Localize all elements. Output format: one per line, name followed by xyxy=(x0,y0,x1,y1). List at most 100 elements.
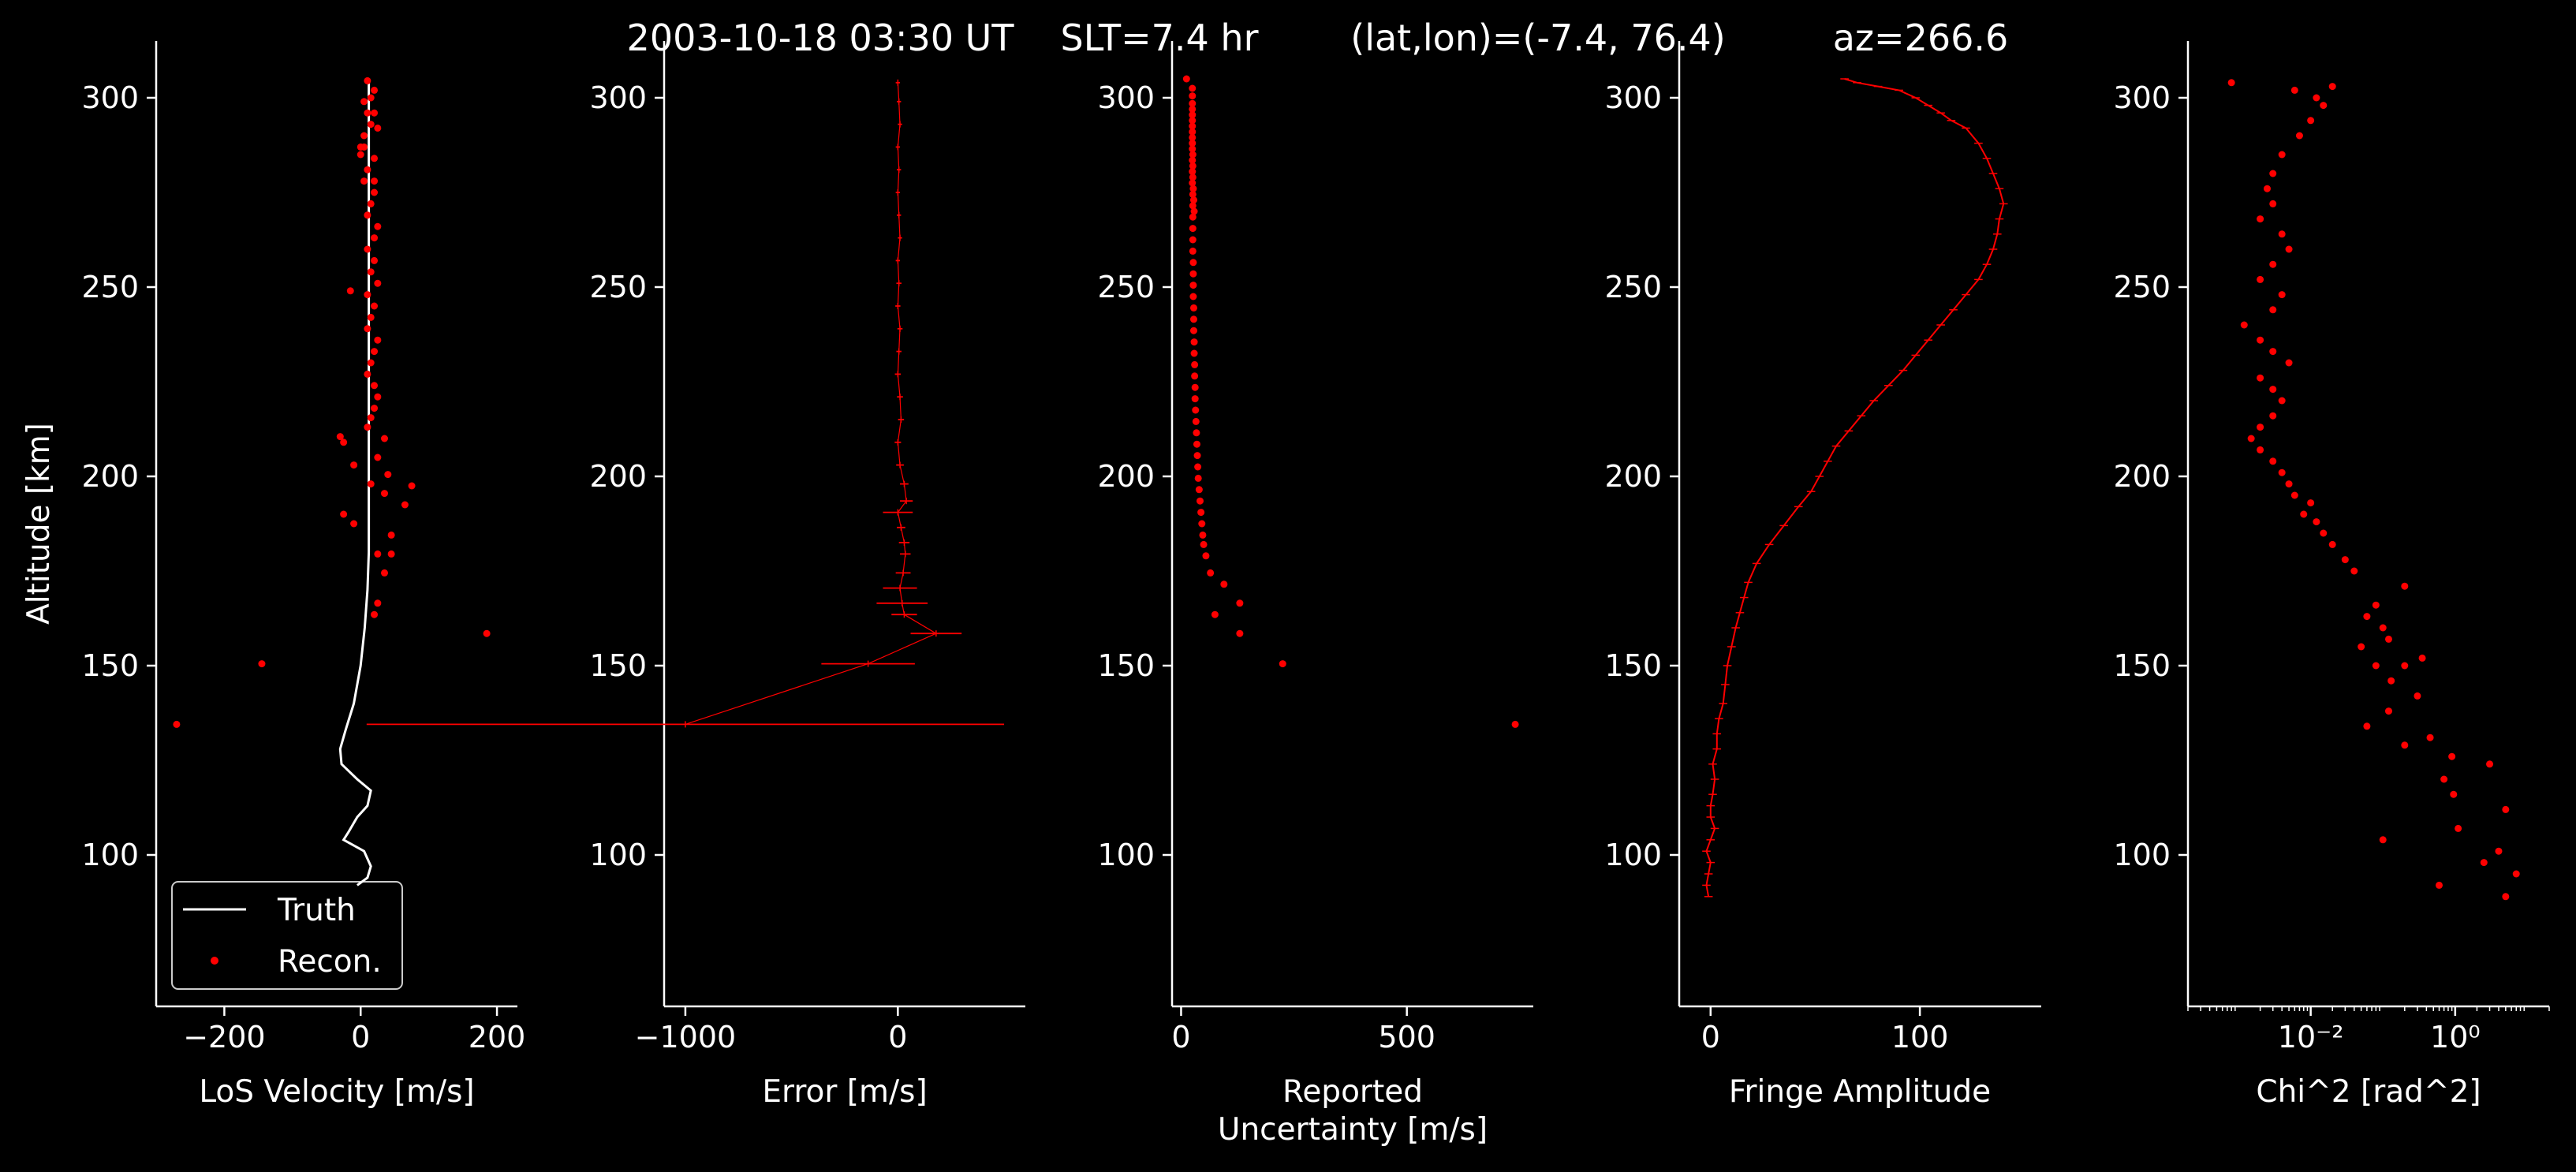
data-point xyxy=(258,660,266,668)
data-point xyxy=(2295,132,2303,140)
data-point xyxy=(1193,452,1201,460)
data-point xyxy=(2257,275,2264,283)
y-tick-label: 100 xyxy=(81,838,139,872)
data-point xyxy=(1189,259,1197,267)
data-point xyxy=(371,382,379,390)
data-point xyxy=(340,439,348,446)
data-point xyxy=(1189,168,1197,176)
data-point xyxy=(1189,99,1197,107)
data-point xyxy=(1189,133,1197,141)
panel-error: Error [m/s] 100 150 200 250 300 −1000 0 xyxy=(366,41,1025,1110)
data-point xyxy=(2328,83,2336,91)
ylabel: Altitude [km] xyxy=(21,423,57,625)
data-point xyxy=(2269,348,2277,356)
data-point xyxy=(1182,75,1190,83)
data-point xyxy=(2257,374,2264,382)
data-point xyxy=(2257,336,2264,344)
data-point xyxy=(2227,79,2235,87)
data-point xyxy=(1191,360,1199,368)
data-point xyxy=(1195,486,1203,494)
data-point xyxy=(374,124,382,132)
data-point xyxy=(2278,291,2286,299)
data-point xyxy=(2448,752,2456,760)
y-tick-label: 300 xyxy=(1604,80,1662,115)
data-point xyxy=(2358,643,2365,651)
data-point xyxy=(367,200,375,207)
y-tick-label: 300 xyxy=(81,80,139,115)
data-point xyxy=(2290,491,2298,499)
data-point xyxy=(2278,230,2286,238)
data-point xyxy=(2440,775,2448,783)
data-point xyxy=(1190,349,1198,357)
data-point xyxy=(374,550,382,558)
data-point xyxy=(380,569,388,577)
x-tick-label: 0 xyxy=(1171,1020,1190,1054)
data-point xyxy=(364,166,371,174)
data-point xyxy=(2240,321,2248,329)
data-point xyxy=(1189,282,1197,289)
data-point xyxy=(371,177,379,185)
x-tick-label: 0 xyxy=(351,1020,370,1054)
data-point xyxy=(1189,140,1197,147)
x-tick-label: 10⁻² xyxy=(2278,1020,2344,1054)
y-tick-label: 200 xyxy=(1604,459,1662,494)
data-point xyxy=(1189,117,1197,125)
data-point xyxy=(387,531,395,539)
data-point xyxy=(387,550,395,558)
data-point xyxy=(371,405,379,412)
xlabel: Fringe Amplitude xyxy=(1729,1074,1991,1110)
data-point xyxy=(2387,677,2395,685)
data-point xyxy=(364,370,371,378)
data-point xyxy=(1189,304,1197,312)
data-point xyxy=(1189,190,1197,198)
data-point xyxy=(1189,174,1197,181)
data-point xyxy=(371,234,379,242)
x-tick-label: 0 xyxy=(1701,1020,1720,1054)
data-point xyxy=(2320,102,2328,110)
data-point xyxy=(2512,870,2520,878)
data-point xyxy=(340,510,348,518)
data-point xyxy=(1189,202,1197,210)
data-point xyxy=(367,313,375,321)
y-tick-label: 250 xyxy=(589,270,647,304)
data-point xyxy=(1189,327,1197,334)
data-point xyxy=(2269,200,2277,207)
x-tick-label: −200 xyxy=(183,1020,265,1054)
y-tick-label: 200 xyxy=(81,459,139,494)
legend-truth-label: Truth xyxy=(277,893,356,928)
data-point xyxy=(336,433,344,441)
data-point xyxy=(1189,247,1197,255)
data-point xyxy=(1194,463,1202,471)
data-point xyxy=(2363,613,2371,621)
data-point xyxy=(357,151,364,159)
data-point xyxy=(364,245,371,253)
data-point xyxy=(1193,429,1200,437)
data-point xyxy=(2269,306,2277,314)
data-point xyxy=(1190,338,1198,346)
data-point xyxy=(380,490,388,498)
data-point xyxy=(2384,707,2392,715)
data-point xyxy=(364,424,371,431)
y-tick-label: 250 xyxy=(2113,270,2171,304)
data-point xyxy=(2285,480,2293,488)
data-point xyxy=(2269,412,2277,420)
data-point xyxy=(371,86,379,94)
data-point xyxy=(1189,236,1197,244)
data-point xyxy=(371,610,379,618)
error-trace xyxy=(685,82,938,725)
data-point xyxy=(2285,245,2293,253)
legend-recon-marker xyxy=(211,957,218,965)
data-point xyxy=(1192,417,1200,425)
data-point xyxy=(2379,836,2387,844)
y-tick-label: 100 xyxy=(1604,838,1662,872)
y-tick-label: 150 xyxy=(589,648,647,683)
data-point xyxy=(2278,151,2286,159)
x-tick-label: 500 xyxy=(1378,1020,1435,1054)
panel-reported-uncertainty: Reported Uncertainty [m/s] 100 150 200 250 3… xyxy=(1097,41,1533,1148)
data-point xyxy=(371,155,379,162)
data-point xyxy=(364,109,371,117)
data-point xyxy=(1207,569,1215,577)
data-point xyxy=(2290,86,2298,94)
data-point xyxy=(2285,359,2293,367)
